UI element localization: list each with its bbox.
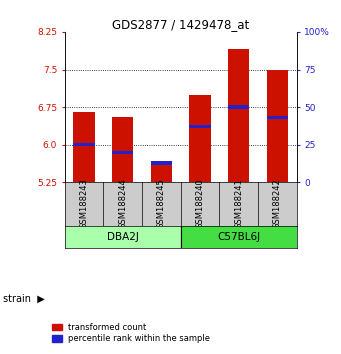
Legend: transformed count, percentile rank within the sample: transformed count, percentile rank withi… <box>48 320 214 346</box>
Text: GSM188244: GSM188244 <box>118 178 127 229</box>
Bar <box>267 116 288 119</box>
Bar <box>189 95 211 182</box>
Bar <box>267 69 288 182</box>
Bar <box>189 125 211 129</box>
Bar <box>65 226 181 248</box>
Bar <box>112 151 133 154</box>
Bar <box>151 161 172 165</box>
Bar <box>112 117 133 182</box>
Bar <box>74 143 95 147</box>
Text: strain  ▶: strain ▶ <box>3 294 45 304</box>
Text: DBA2J: DBA2J <box>107 232 139 242</box>
Text: C57BL6J: C57BL6J <box>217 232 260 242</box>
Text: GSM188242: GSM188242 <box>273 178 282 229</box>
Text: GSM188245: GSM188245 <box>157 178 166 229</box>
Bar <box>181 226 297 248</box>
Text: GSM188243: GSM188243 <box>79 178 89 229</box>
Title: GDS2877 / 1429478_at: GDS2877 / 1429478_at <box>112 18 249 31</box>
Bar <box>228 50 249 182</box>
Bar <box>228 105 249 109</box>
Text: GSM188241: GSM188241 <box>234 178 243 229</box>
Bar <box>74 112 95 182</box>
Bar <box>151 165 172 182</box>
Text: GSM188240: GSM188240 <box>195 178 205 229</box>
